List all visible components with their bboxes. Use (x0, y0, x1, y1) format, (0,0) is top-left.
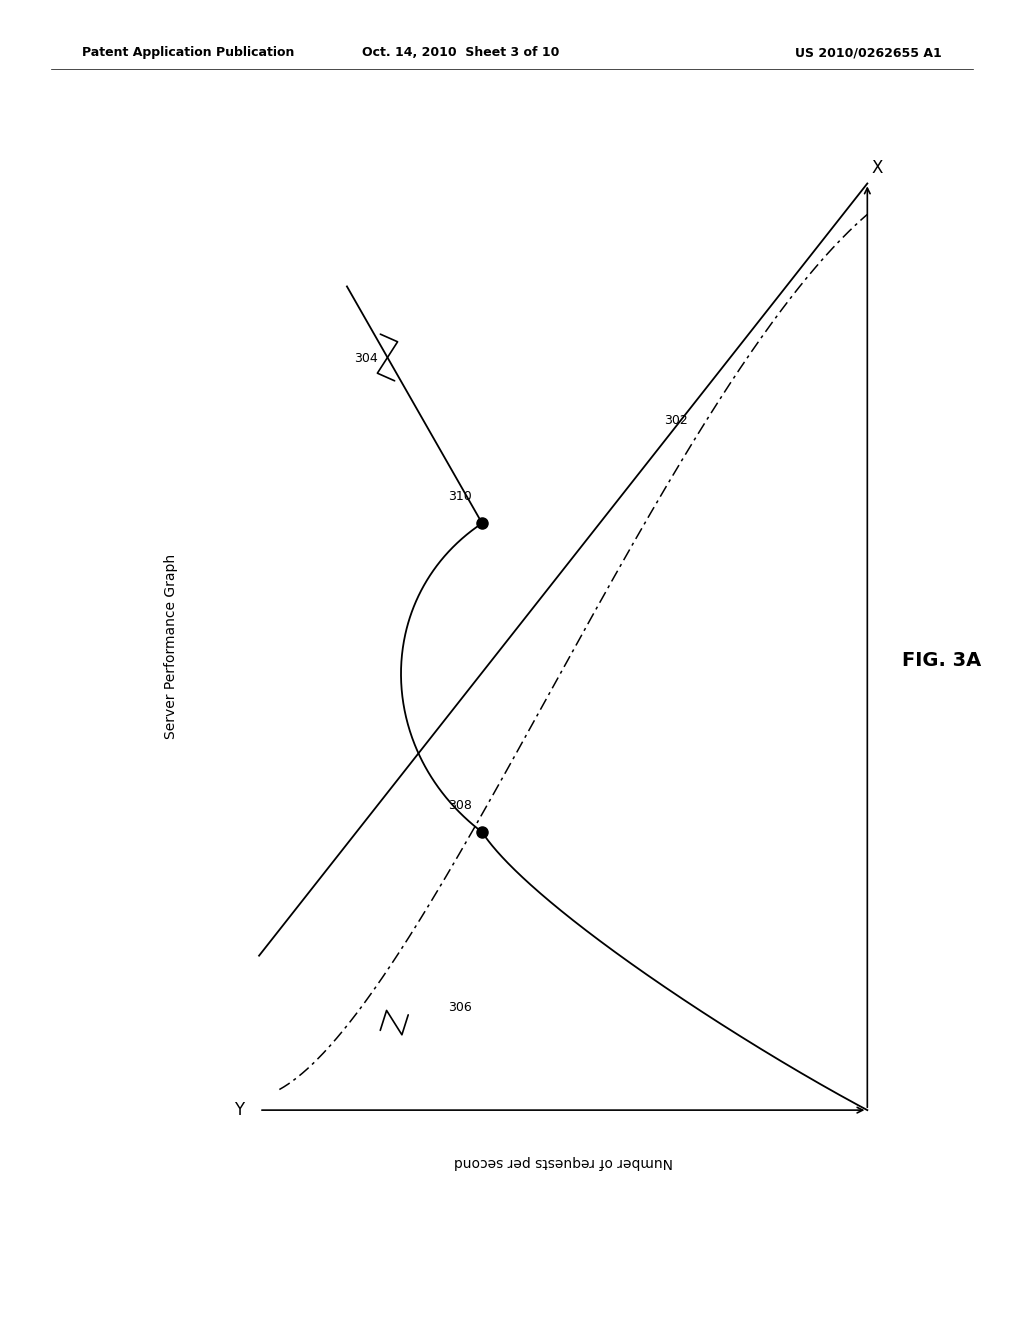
Text: Y: Y (233, 1101, 244, 1119)
Text: 308: 308 (449, 799, 472, 812)
Text: Patent Application Publication: Patent Application Publication (82, 46, 294, 59)
Text: Oct. 14, 2010  Sheet 3 of 10: Oct. 14, 2010 Sheet 3 of 10 (362, 46, 559, 59)
Text: Number of requests per second: Number of requests per second (454, 1155, 673, 1168)
Text: 306: 306 (449, 1001, 472, 1014)
Text: X: X (871, 158, 883, 177)
Text: FIG. 3A: FIG. 3A (902, 651, 982, 669)
Text: 310: 310 (449, 490, 472, 503)
Text: 304: 304 (353, 352, 378, 366)
Text: Server Performance Graph: Server Performance Graph (164, 554, 178, 739)
Text: US 2010/0262655 A1: US 2010/0262655 A1 (796, 46, 942, 59)
Text: 302: 302 (665, 413, 688, 426)
